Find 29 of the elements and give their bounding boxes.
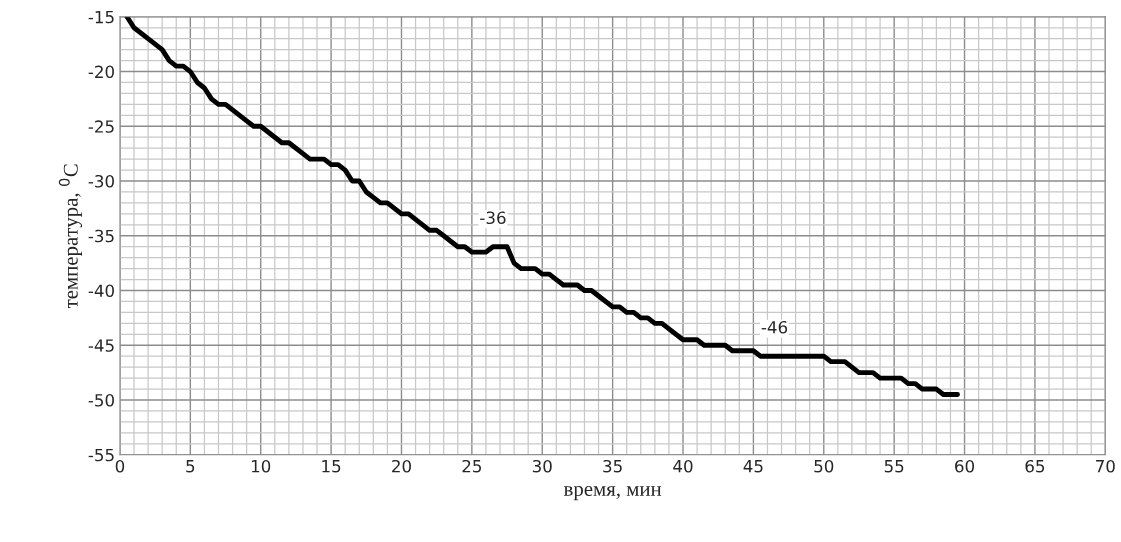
y-tick-label: -30 (88, 174, 114, 188)
x-tick-label: 25 (462, 459, 482, 473)
y-tick-label: -15 (88, 10, 114, 24)
x-tick-label: 0 (115, 459, 125, 473)
x-tick-label: 50 (814, 459, 834, 473)
x-tick-label: 60 (955, 459, 975, 473)
x-tick-label: 20 (392, 459, 411, 473)
x-tick-label: 70 (1096, 459, 1115, 473)
x-tick-label: 40 (673, 459, 693, 473)
y-tick-label: -40 (88, 284, 114, 298)
annotation: -46 (761, 320, 788, 334)
x-tick-label: 30 (532, 459, 552, 473)
y-tick-label: -35 (88, 229, 114, 243)
x-tick-label: 15 (322, 460, 341, 473)
y-tick-label: -25 (88, 120, 114, 133)
x-tick-label: 65 (1025, 459, 1045, 473)
x-tick-label: 35 (603, 459, 622, 473)
annotation: -36 (480, 211, 506, 225)
y-tick-label: -55 (88, 448, 114, 462)
y-axis-title: температура, $^{0}$C (58, 164, 83, 309)
x-axis-title: время, мин (563, 485, 662, 501)
x-tick-label: 55 (884, 460, 904, 473)
y-tick-label: -45 (88, 339, 114, 352)
line-series (124, 16, 960, 397)
x-tick-label: 45 (743, 460, 763, 473)
x-tick-label: 10 (251, 459, 271, 473)
y-tick-label: -20 (88, 65, 114, 79)
y-tick-label: -50 (88, 393, 114, 407)
x-tick-label: 5 (186, 460, 195, 473)
